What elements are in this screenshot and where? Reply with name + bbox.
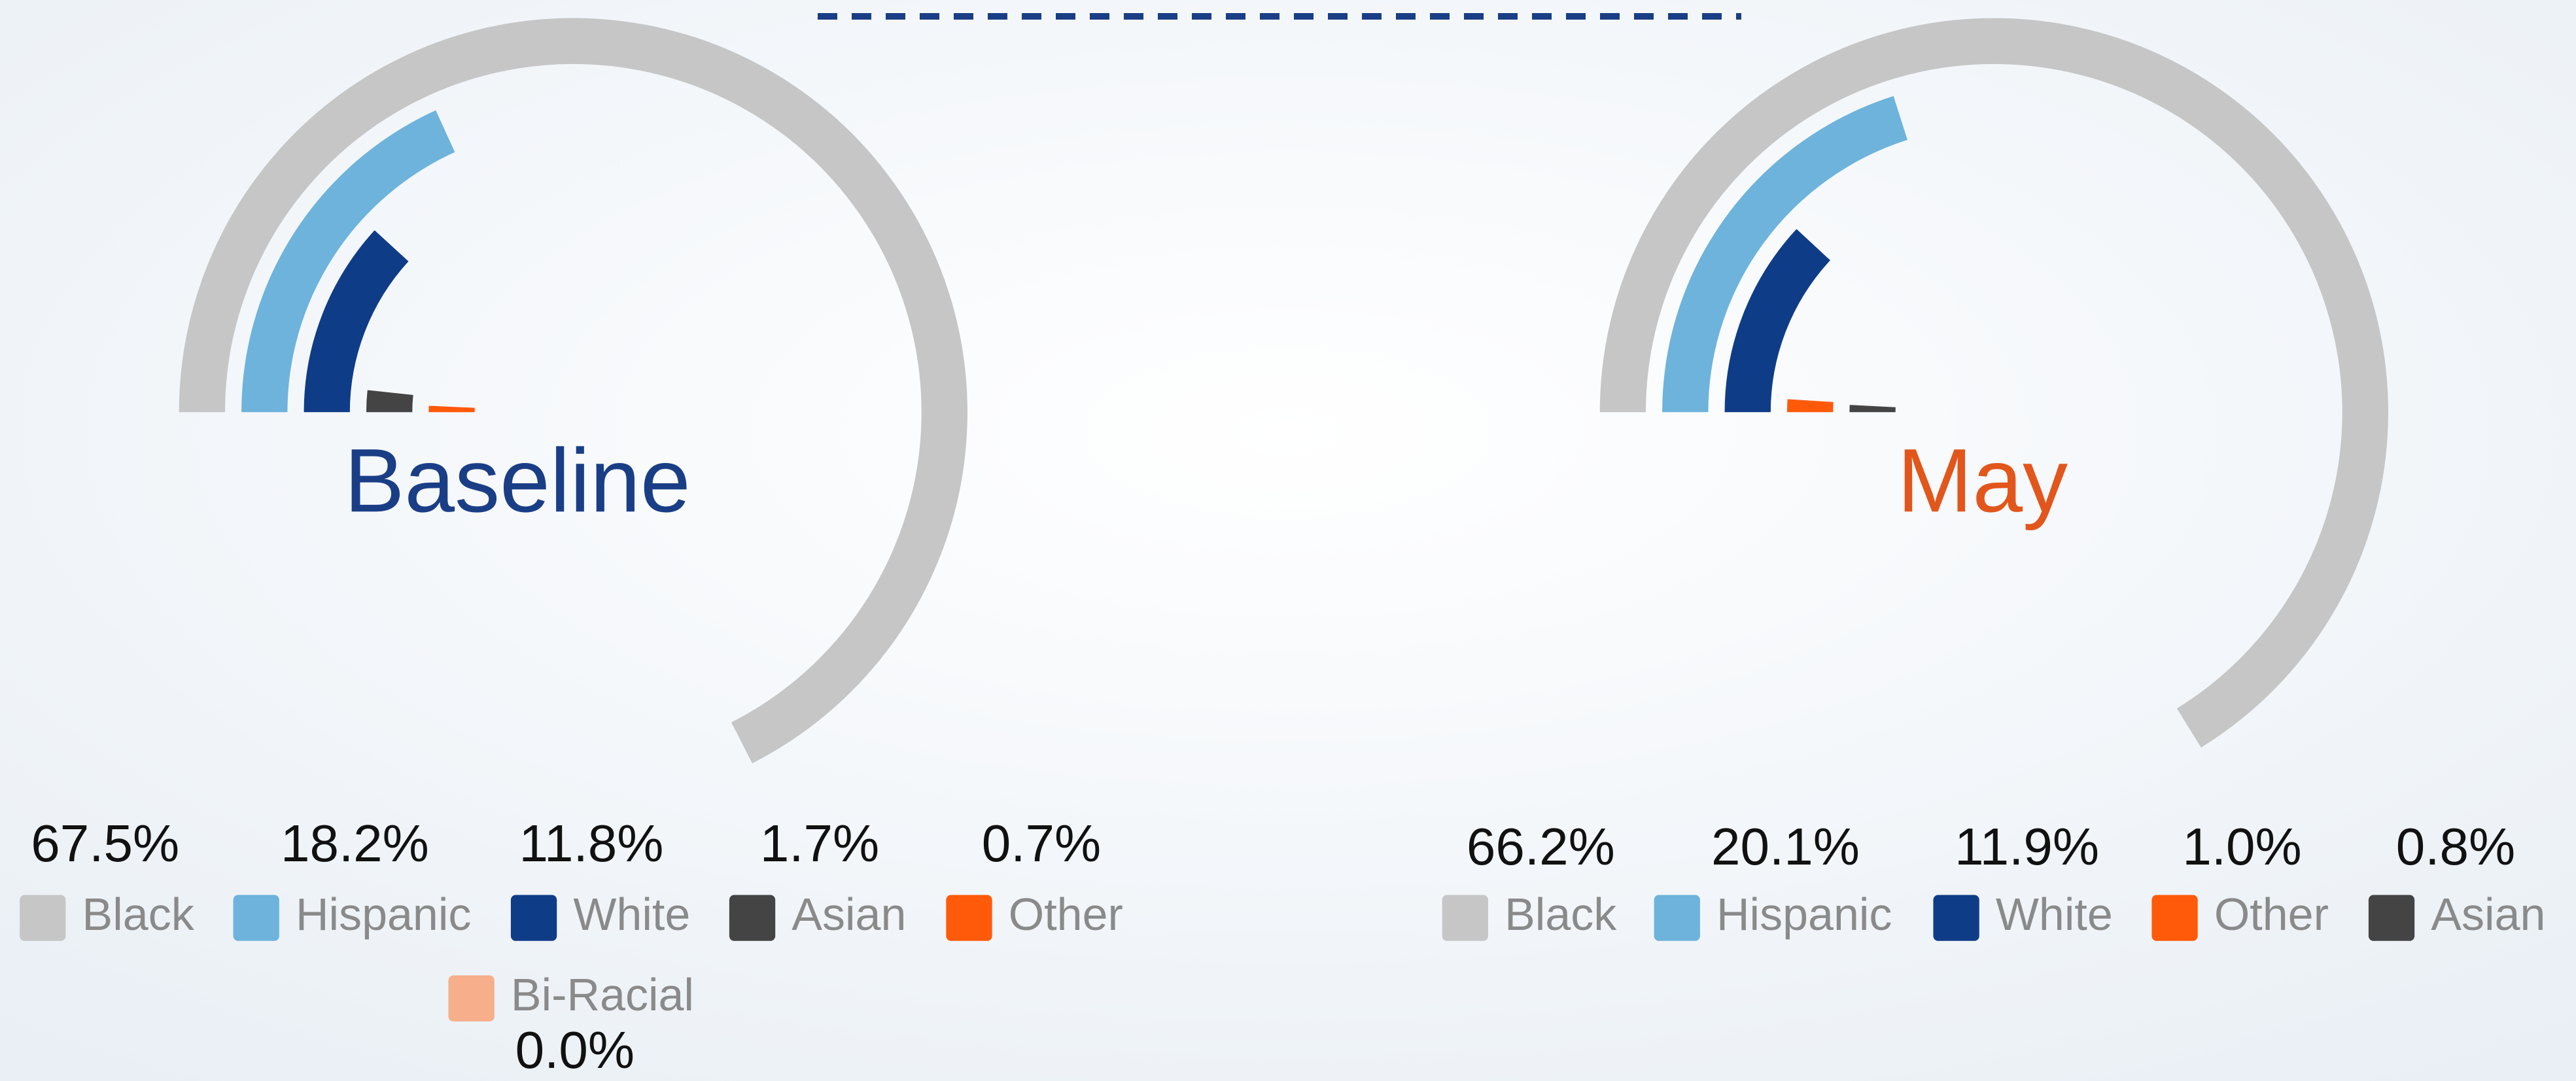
value-label: 0.8% [2396, 817, 2515, 876]
legend-label: Black [1505, 889, 1617, 940]
value-label: 1.0% [2182, 817, 2301, 876]
legend-swatch [1654, 895, 1700, 941]
legend-label: White [573, 889, 690, 940]
radial-bar [304, 230, 409, 413]
legend-swatch [1933, 895, 1979, 941]
legend-swatch [233, 895, 279, 941]
legend-label: Other [2214, 889, 2329, 940]
radial-bar [179, 18, 967, 764]
legend-swatch [946, 895, 992, 941]
legend-label: Asian [2431, 889, 2545, 940]
radial-bar [1786, 399, 1834, 413]
legend-swatch [2151, 895, 2198, 941]
radial-bar [366, 390, 413, 413]
value-label: 18.2% [281, 814, 429, 872]
value-label: 0.7% [982, 814, 1101, 872]
legend-swatch [20, 895, 66, 941]
value-label: 11.9% [1955, 817, 2099, 876]
radial-bar [1599, 18, 2388, 748]
chart-title: May [1897, 430, 2068, 531]
legend-label: Asian [792, 889, 906, 940]
chart-title: Baseline [344, 430, 690, 531]
radial-bar [241, 110, 455, 413]
legend-swatch [2368, 895, 2415, 941]
legend-label: Hispanic [1716, 889, 1892, 940]
value-label: 0.0% [515, 1021, 635, 1079]
legend-label: Other [1009, 889, 1123, 940]
legend-swatch [729, 895, 776, 941]
value-label: 66.2% [1467, 817, 1615, 876]
legend-swatch [1442, 895, 1488, 941]
value-label: 67.5% [31, 814, 179, 872]
legend-label: Bi-Racial [511, 969, 694, 1020]
value-label: 20.1% [1711, 817, 1860, 876]
legend-swatch [448, 975, 495, 1021]
radial-bar [1662, 95, 1908, 413]
radial-bar [1724, 229, 1831, 413]
value-label: 1.7% [760, 814, 879, 872]
legend-swatch [510, 895, 557, 941]
legend-label: Black [82, 889, 195, 940]
legend-label: White [1996, 889, 2113, 940]
legend-label: Hispanic [296, 889, 471, 940]
value-label: 11.8% [519, 814, 664, 872]
